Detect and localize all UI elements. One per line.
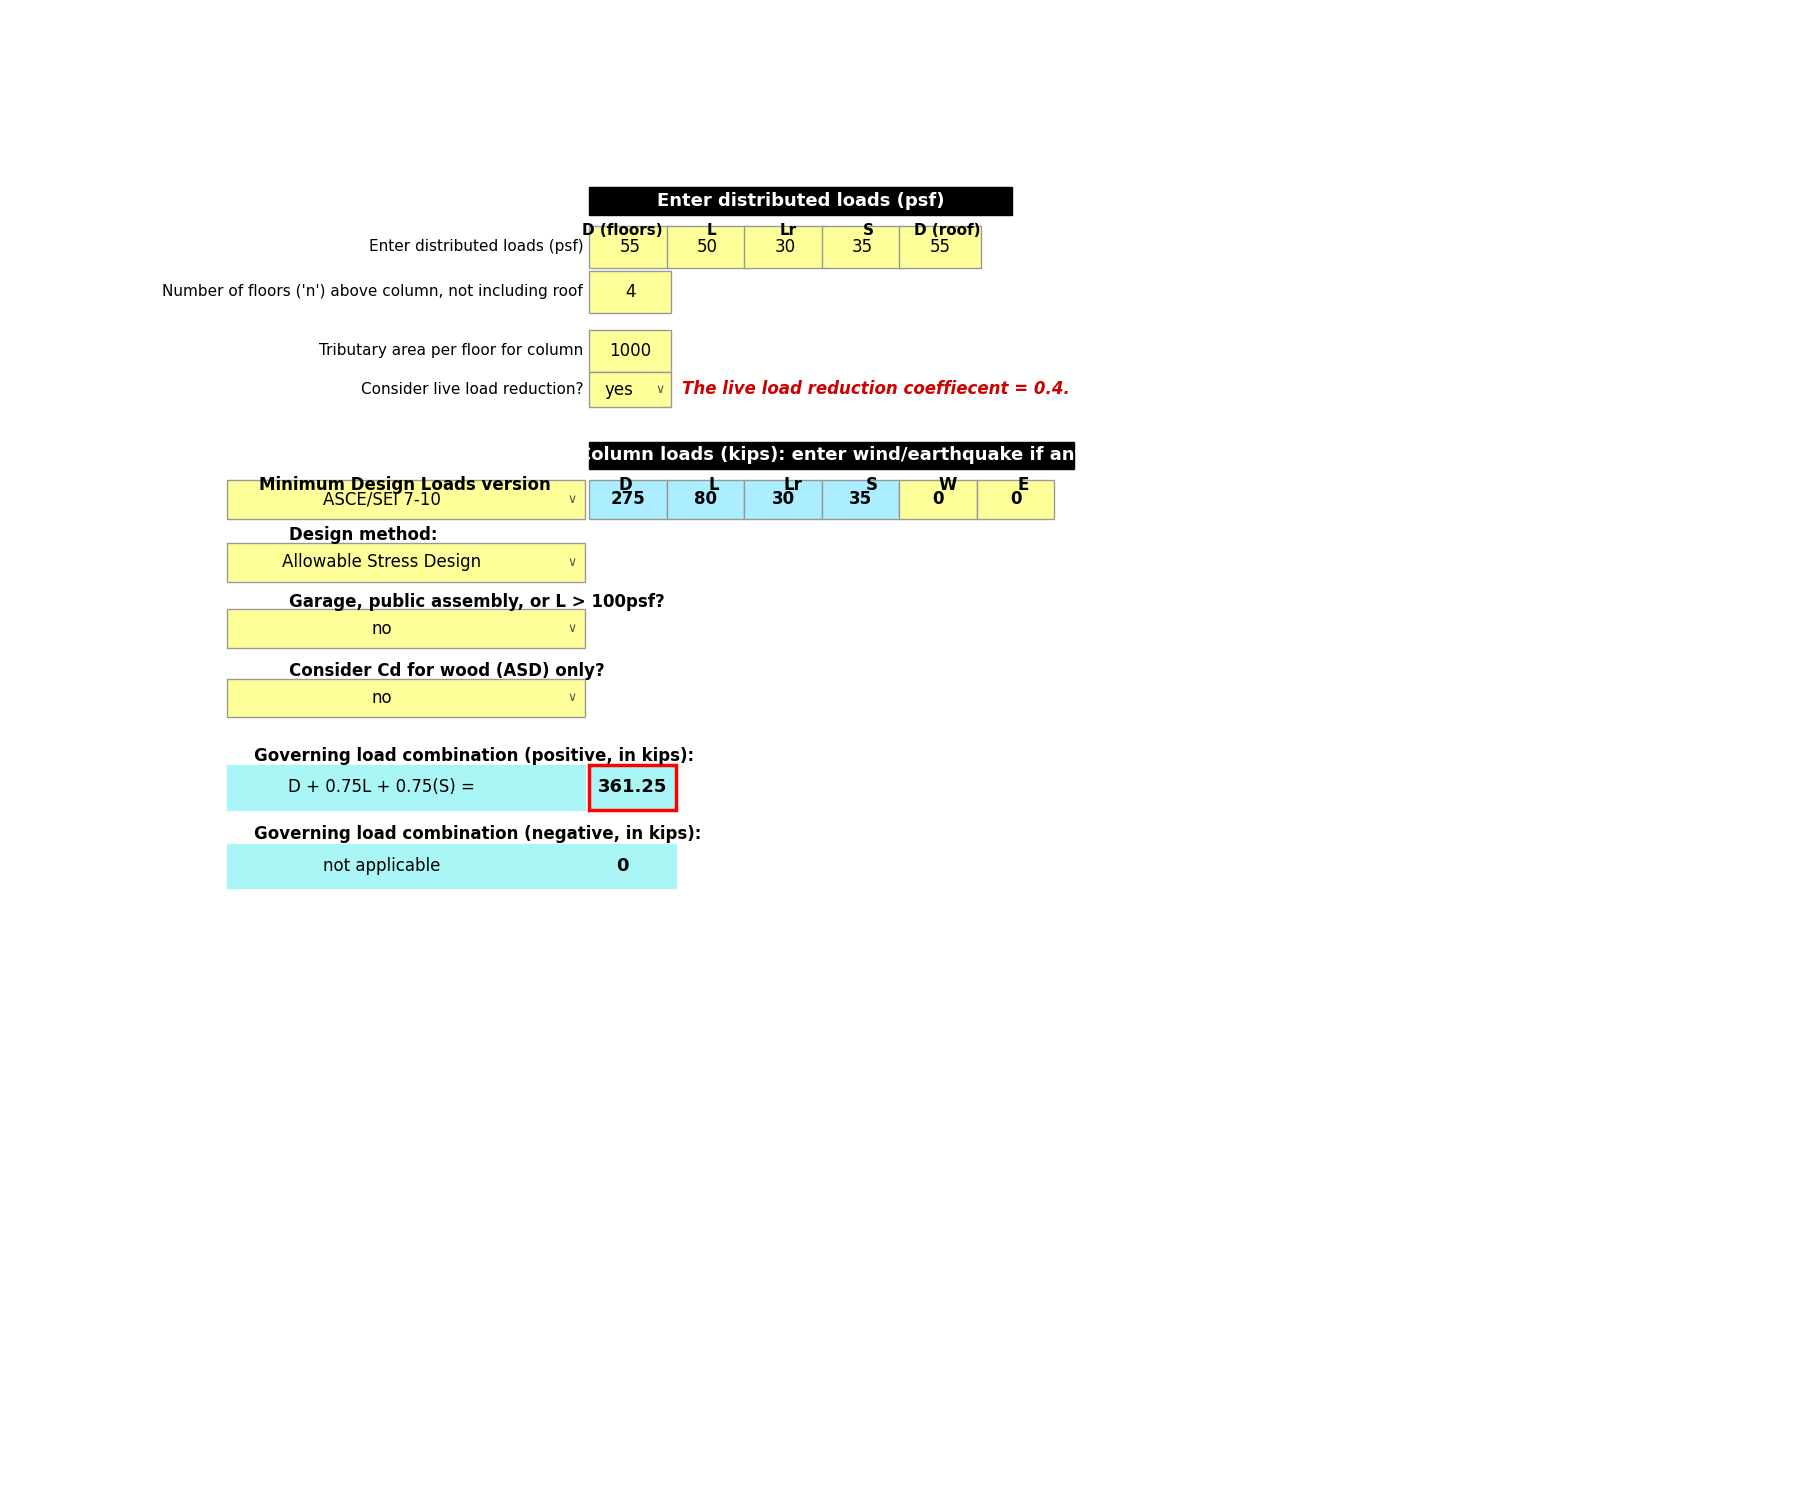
Bar xyxy=(227,679,584,718)
Text: 55: 55 xyxy=(620,238,640,256)
Text: 35: 35 xyxy=(849,490,873,508)
Text: 275: 275 xyxy=(611,490,646,508)
Text: L: L xyxy=(707,476,718,494)
Text: S: S xyxy=(863,223,874,238)
Text: 1000: 1000 xyxy=(610,342,651,360)
Bar xyxy=(978,479,1054,518)
Bar xyxy=(227,610,584,649)
Text: Design method:: Design method: xyxy=(288,526,437,544)
Text: D (floors): D (floors) xyxy=(582,223,662,238)
Text: Enter distributed loads (psf): Enter distributed loads (psf) xyxy=(657,192,945,210)
Text: S: S xyxy=(865,476,878,494)
Bar xyxy=(744,479,822,518)
Bar xyxy=(744,226,825,268)
Text: 30: 30 xyxy=(771,490,795,508)
Text: ∨: ∨ xyxy=(568,692,577,704)
Text: ∨: ∨ xyxy=(568,493,577,506)
Text: D + 0.75L + 0.75(S) =: D + 0.75L + 0.75(S) = xyxy=(288,779,475,797)
Text: Governing load combination (positive, in kips):: Governing load combination (positive, in… xyxy=(254,746,695,764)
Text: Tributary area per floor for column: Tributary area per floor for column xyxy=(319,343,584,358)
Bar xyxy=(822,479,900,518)
Text: ∨: ∨ xyxy=(655,383,664,395)
Text: Allowable Stress Design: Allowable Stress Design xyxy=(283,553,481,571)
Text: 361.25: 361.25 xyxy=(599,779,668,797)
Bar xyxy=(668,479,744,518)
Text: E: E xyxy=(1018,476,1029,494)
Bar xyxy=(900,479,978,518)
Bar xyxy=(590,330,671,373)
Text: Minimum Design Loads version: Minimum Design Loads version xyxy=(259,476,551,494)
Text: 55: 55 xyxy=(929,238,951,256)
Text: 80: 80 xyxy=(695,490,717,508)
Bar xyxy=(590,765,677,809)
Bar xyxy=(668,226,749,268)
Text: Governing load combination (negative, in kips):: Governing load combination (negative, in… xyxy=(254,825,702,843)
Bar xyxy=(590,442,1074,469)
Bar xyxy=(590,373,671,407)
Bar xyxy=(227,843,677,888)
Bar xyxy=(590,226,671,268)
Text: 4: 4 xyxy=(624,283,635,301)
Text: ASCE/SEI 7-10: ASCE/SEI 7-10 xyxy=(323,490,441,508)
Text: Lr: Lr xyxy=(780,223,796,238)
Text: 0: 0 xyxy=(932,490,943,508)
Text: ∨: ∨ xyxy=(568,556,577,569)
Text: Column loads (kips): enter wind/earthquake if any: Column loads (kips): enter wind/earthqua… xyxy=(577,446,1087,464)
Text: Number of floors ('n') above column, not including roof: Number of floors ('n') above column, not… xyxy=(163,285,584,300)
Text: yes: yes xyxy=(604,380,633,398)
Bar xyxy=(822,226,903,268)
Bar xyxy=(590,271,671,313)
Text: 50: 50 xyxy=(697,238,718,256)
Text: L: L xyxy=(706,223,717,238)
Text: Garage, public assembly, or L > 100psf?: Garage, public assembly, or L > 100psf? xyxy=(288,593,664,611)
Text: Enter distributed loads (psf): Enter distributed loads (psf) xyxy=(368,240,584,255)
Text: D (roof): D (roof) xyxy=(914,223,981,238)
Text: Lr: Lr xyxy=(784,476,802,494)
Bar xyxy=(227,765,584,809)
Bar xyxy=(590,479,668,518)
Text: not applicable: not applicable xyxy=(323,857,441,875)
Text: W: W xyxy=(938,476,956,494)
Text: The live load reduction coeffiecent = 0.4.: The live load reduction coeffiecent = 0.… xyxy=(682,380,1070,398)
Text: D: D xyxy=(619,476,633,494)
Text: 35: 35 xyxy=(853,238,873,256)
Bar xyxy=(590,187,1012,216)
Text: 0: 0 xyxy=(1010,490,1021,508)
Text: no: no xyxy=(372,689,392,707)
Text: Consider live load reduction?: Consider live load reduction? xyxy=(361,382,584,397)
Bar xyxy=(227,544,584,581)
Bar xyxy=(227,479,584,518)
Text: no: no xyxy=(372,620,392,638)
Bar xyxy=(900,226,981,268)
Text: ∨: ∨ xyxy=(568,622,577,635)
Text: 0: 0 xyxy=(615,857,628,875)
Text: Consider Cd for wood (ASD) only?: Consider Cd for wood (ASD) only? xyxy=(288,662,604,680)
Text: 30: 30 xyxy=(775,238,796,256)
